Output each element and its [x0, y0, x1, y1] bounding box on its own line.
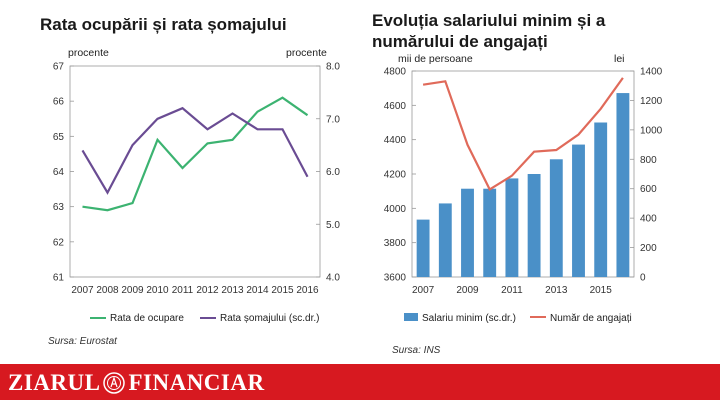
right-ytick-right-label: 1200	[640, 96, 663, 107]
left-xtick-label: 2007	[71, 285, 94, 296]
right-ylabel-right: lei	[614, 53, 625, 65]
footer-banner	[0, 364, 720, 400]
left-ytick-right-label: 7.0	[326, 114, 340, 125]
left-ylabel-right: procente	[286, 47, 327, 59]
right-chart-title: Evoluția salariului minim și a numărului…	[372, 11, 606, 51]
right-ytick-left-label: 4400	[384, 135, 407, 146]
left-ytick-left-label: 66	[53, 97, 65, 108]
right-ytick-left-label: 3800	[384, 238, 407, 249]
legend-label-unemployment-rate: Rata șomajului (sc.dr.)	[220, 313, 319, 324]
right-source: Sursa: INS	[392, 345, 441, 356]
right-xtick-label: 2007	[412, 285, 435, 296]
right-xtick-label: 2009	[456, 285, 479, 296]
right-ytick-right-label: 400	[640, 214, 657, 225]
left-ytick-right-label: 6.0	[326, 167, 340, 178]
left-ytick-left-label: 63	[53, 202, 65, 213]
left-ytick-left-label: 62	[53, 237, 65, 248]
minimum-wage-bar	[483, 188, 497, 277]
left-xtick-label: 2012	[196, 285, 219, 296]
left-ytick-right-label: 4.0	[326, 273, 340, 284]
legend-swatch-minimum-wage	[404, 313, 418, 321]
left-xtick-label: 2011	[172, 285, 194, 296]
left-ytick-right-label: 5.0	[326, 220, 340, 231]
minimum-wage-bar	[416, 219, 430, 277]
left-xtick-label: 2013	[221, 285, 244, 296]
minimum-wage-bar	[616, 93, 630, 277]
right-ytick-left-label: 4600	[384, 101, 407, 112]
minimum-wage-bar	[505, 178, 519, 277]
right-xtick-label: 2013	[545, 285, 568, 296]
legend-label-minimum-wage: Salariu minim (sc.dr.)	[422, 313, 516, 324]
right-ytick-left-label: 4200	[384, 170, 407, 181]
legend-label-employees: Număr de angajați	[550, 313, 632, 324]
minimum-wage-bar	[549, 159, 563, 277]
legend-label-employment-rate: Rata de ocupare	[110, 313, 184, 324]
minimum-wage-bar	[594, 122, 608, 277]
right-ylabel-left: mii de persoane	[398, 53, 473, 65]
unemployment-rate-line	[81, 106, 309, 195]
zf-seal-icon	[103, 372, 126, 394]
left-chart-title: Rata ocupării și rata șomajului	[40, 15, 287, 34]
left-xtick-label: 2009	[121, 285, 144, 296]
left-ylabel-left: procente	[68, 47, 109, 59]
right-ytick-left-label: 4000	[384, 204, 407, 215]
left-xtick-label: 2016	[296, 285, 319, 296]
right-ytick-right-label: 1000	[640, 125, 663, 136]
minimum-wage-bar	[572, 144, 585, 277]
left-xtick-label: 2008	[96, 285, 119, 296]
left-xtick-label: 2015	[271, 285, 294, 296]
logo-text-left: ZIARUL	[8, 370, 101, 395]
minimum-wage-bar	[438, 203, 452, 277]
logo-text-right: FINANCIAR	[128, 370, 265, 395]
left-ytick-right-label: 8.0	[326, 62, 340, 73]
right-ytick-right-label: 1400	[640, 67, 663, 78]
right-xtick-label: 2011	[501, 285, 523, 296]
left-ytick-left-label: 61	[53, 273, 65, 284]
right-ytick-right-label: 600	[640, 184, 657, 195]
left-xtick-label: 2010	[146, 285, 169, 296]
employees-line	[422, 77, 624, 191]
left-ytick-left-label: 65	[53, 132, 65, 143]
ziarul-financiar-logo[interactable]: ZIARUL FINANCIAR	[8, 370, 265, 396]
minimum-wage-bar	[461, 188, 474, 277]
minimum-wage-bar	[527, 174, 541, 277]
right-ytick-right-label: 200	[640, 243, 657, 254]
right-ytick-left-label: 4800	[384, 67, 407, 78]
left-source: Sursa: Eurostat	[48, 336, 118, 347]
right-ytick-left-label: 3600	[384, 273, 407, 284]
left-xtick-label: 2014	[246, 285, 269, 296]
left-ytick-left-label: 64	[53, 167, 65, 178]
right-xtick-label: 2015	[590, 285, 613, 296]
left-ytick-left-label: 67	[53, 62, 65, 73]
right-ytick-right-label: 0	[640, 273, 646, 284]
employment-rate-line	[82, 96, 309, 212]
right-ytick-right-label: 800	[640, 155, 657, 166]
